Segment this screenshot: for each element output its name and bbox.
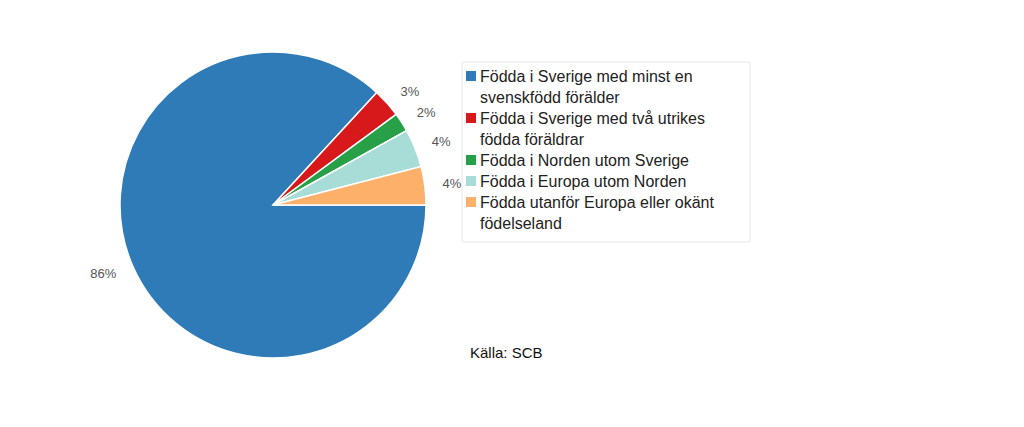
pie-slice	[273, 167, 426, 205]
legend-label: Födda i Sverige med minst en svenskfödd f…	[480, 68, 693, 106]
legend-label: Födda i Europa utom Norden	[480, 173, 686, 190]
data-label: 86%	[90, 266, 116, 281]
legend-swatch	[466, 155, 476, 165]
legend-label-line: Födda i Sverige med två utrikes	[480, 110, 705, 127]
pie	[120, 52, 426, 358]
legend-swatch	[466, 197, 476, 207]
pie-slice	[120, 52, 426, 358]
legend-label-line: Födda utanför Europa eller okänt	[480, 194, 714, 211]
legend-box	[462, 62, 750, 242]
legend-label-line: Födda i Norden utom Sverige	[480, 152, 689, 169]
legend: Födda i Sverige med minst en svenskfödd f…	[462, 62, 750, 242]
legend-label-line: Födda i Sverige med minst en	[480, 68, 693, 85]
legend-label: Födda i Norden utom Sverige	[480, 152, 689, 169]
legend-swatch	[466, 113, 476, 123]
chart: 86% 3% 2% 4% 4% Födda i Sverige med minst en s…	[0, 0, 1024, 427]
data-labels: 86% 3% 2% 4% 4%	[90, 84, 462, 282]
legend-label-line: födda föräldrar	[480, 131, 585, 148]
legend-label-line: födelseland	[480, 215, 562, 232]
data-label: 4%	[432, 134, 451, 149]
source: Källa: SCB	[470, 344, 543, 361]
data-label: 4%	[443, 176, 462, 191]
legend-label: Födda utanför Europa eller okänt födelsel…	[480, 194, 714, 232]
legend-swatch	[466, 176, 476, 186]
legend-label-line: svenskfödd förälder	[480, 89, 620, 106]
legend-label-line: Födda i Europa utom Norden	[480, 173, 686, 190]
data-label: 3%	[400, 84, 419, 99]
legend-swatch	[466, 71, 476, 81]
data-label: 2%	[417, 105, 436, 120]
legend-label: Födda i Sverige med två utrikes födda för…	[480, 110, 705, 148]
